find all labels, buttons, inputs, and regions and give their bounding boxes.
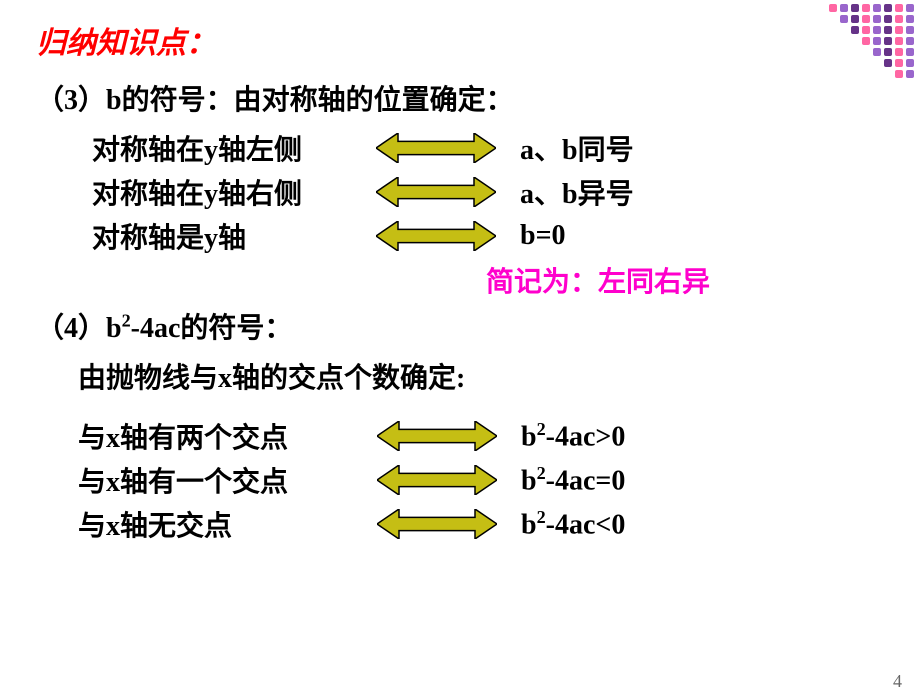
decor-dot [906,15,914,23]
decor-dot [873,4,881,12]
double-arrow-icon [376,133,496,163]
decor-dot [873,37,881,45]
decor-dot [906,59,914,67]
row-left-text: 对称轴是y轴 [92,216,352,256]
decor-dot [851,4,859,12]
decor-dot [862,37,870,45]
decor-dot [906,48,914,56]
decor-dot [884,37,892,45]
decor-dot [873,26,881,34]
section3-row: 对称轴在y轴左侧 a、b同号 [36,128,884,168]
row-left-text: 与x轴无交点 [78,504,353,544]
decor-dot [884,26,892,34]
section3-row: 对称轴是y轴 b=0 [36,216,884,256]
double-arrow-icon [377,421,497,451]
decor-dot [895,48,903,56]
decor-dot [895,59,903,67]
summary-title: 归纳知识点： [36,18,884,62]
decor-dot [873,48,881,56]
mnemonic-text: 简记为：左同右异 [486,260,884,300]
row-right-text: b2-4ac=0 [521,463,741,497]
decor-dot [895,37,903,45]
section4-row: 与x轴有两个交点 b2-4ac>0 [36,416,884,456]
decor-dot [840,15,848,23]
decor-dot [906,37,914,45]
decor-dot [906,26,914,34]
decor-dot [884,59,892,67]
row-right-text: a、b同号 [520,128,740,168]
decor-dot [862,4,870,12]
row-left-text: 与x轴有两个交点 [78,416,353,456]
row-right-text: a、b异号 [520,172,740,212]
section-3-heading: （3）b的符号：由对称轴的位置确定： [36,78,884,118]
row-left-text: 对称轴在y轴右侧 [92,172,352,212]
decor-dot [884,4,892,12]
row-right-text: b2-4ac>0 [521,419,741,453]
decor-dot [851,15,859,23]
double-arrow-icon [376,221,496,251]
row-left-text: 与x轴有一个交点 [78,460,353,500]
slide-content: 归纳知识点： （3）b的符号：由对称轴的位置确定： 对称轴在y轴左侧a、b同号对… [0,0,920,544]
section3-row: 对称轴在y轴右侧 a、b异号 [36,172,884,212]
row-right-text: b=0 [520,220,740,252]
decor-dot [906,4,914,12]
double-arrow-icon [376,177,496,207]
decor-dot [862,15,870,23]
decor-dot [895,15,903,23]
decor-dot [884,48,892,56]
row-right-text: b2-4ac<0 [521,507,741,541]
decor-dot [851,26,859,34]
decor-dot [884,15,892,23]
section4-row: 与x轴无交点 b2-4ac<0 [36,504,884,544]
decor-dot [895,70,903,78]
decor-dot [873,15,881,23]
page-number: 4 [893,671,902,692]
decor-dot [840,4,848,12]
decor-dot [862,26,870,34]
row-left-text: 对称轴在y轴左侧 [92,128,352,168]
decor-dot [829,4,837,12]
corner-decoration [824,4,914,78]
section-4-heading: （4）b2-4ac的符号： [36,306,884,346]
section-4-subheading: 由抛物线与x轴的交点个数确定: [78,356,884,396]
double-arrow-icon [377,509,497,539]
decor-dot [895,4,903,12]
double-arrow-icon [377,465,497,495]
decor-dot [895,26,903,34]
decor-dot [906,70,914,78]
section4-row: 与x轴有一个交点 b2-4ac=0 [36,460,884,500]
